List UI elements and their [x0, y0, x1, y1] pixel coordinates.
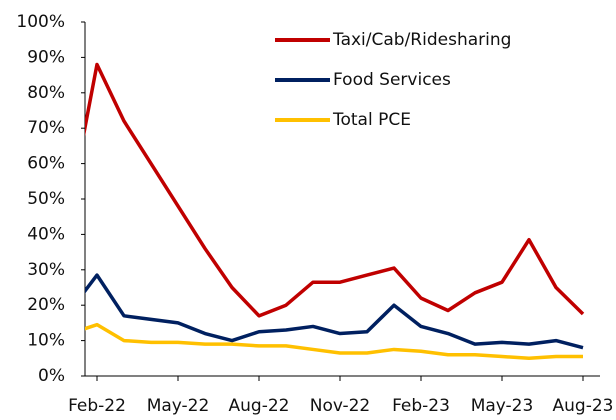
x-tick-label: May-22	[147, 396, 210, 416]
series-line	[85, 273, 584, 350]
x-tick-label: Feb-23	[392, 396, 450, 416]
legend-label: Total PCE	[332, 110, 411, 130]
x-tick-label: Feb-22	[68, 396, 126, 416]
x-tick-label: Nov-22	[310, 396, 371, 416]
x-tick-label: May-23	[471, 396, 534, 416]
y-tick-label: 0%	[38, 366, 65, 386]
legend-label: Taxi/Cab/Ridesharing	[332, 30, 511, 50]
y-tick-label: 20%	[27, 295, 65, 315]
y-tick-label: 40%	[27, 224, 65, 244]
y-tick-label: 70%	[27, 118, 65, 138]
plot	[85, 62, 585, 361]
y-tick-label: 10%	[27, 331, 65, 351]
legend-label: Food Services	[333, 70, 451, 90]
x-tick-label: Aug-23	[553, 396, 614, 416]
y-tick-label: 30%	[27, 260, 65, 280]
series-line	[85, 322, 583, 361]
series-line	[85, 62, 585, 318]
y-tick-label: 50%	[27, 189, 65, 209]
y-tick-label: 90%	[27, 47, 65, 67]
y-tick-label: 100%	[16, 12, 65, 32]
x-tick-label: Aug-22	[229, 396, 290, 416]
y-tick-label: 80%	[27, 83, 65, 103]
y-tick-label: 60%	[27, 154, 65, 174]
